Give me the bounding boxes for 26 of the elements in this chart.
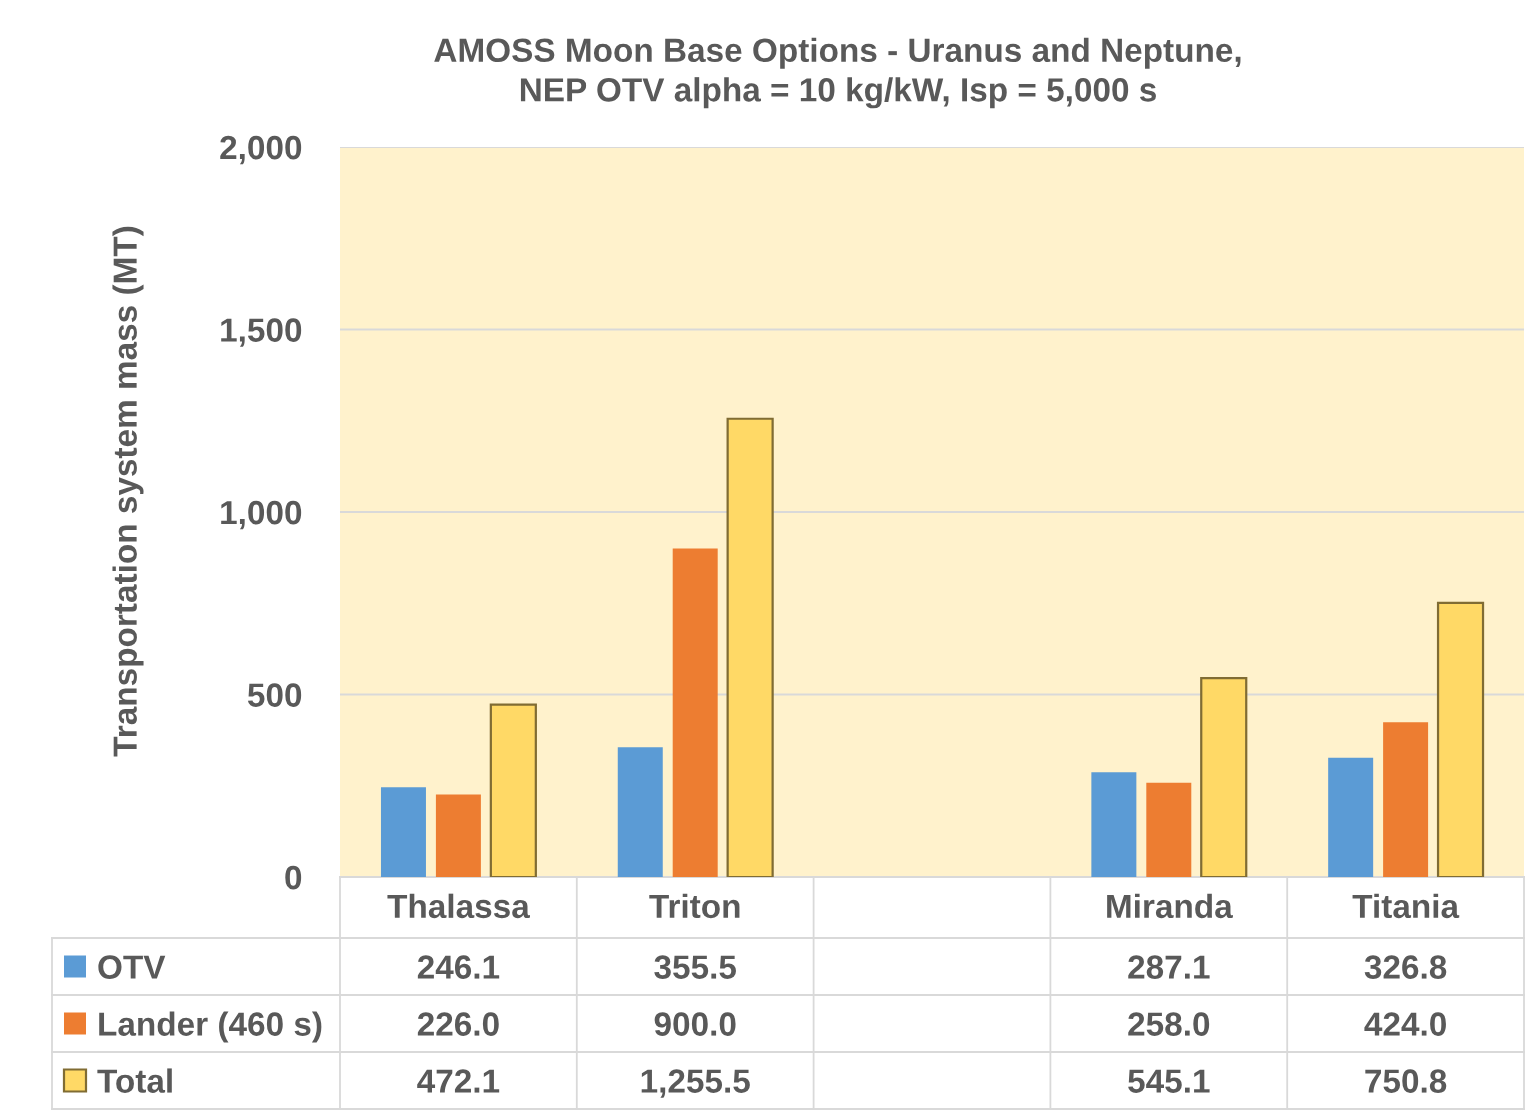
data-label: 900.0 — [654, 1012, 736, 1036]
data-label: 246.1 — [417, 955, 500, 979]
data-label: 545.1 — [1128, 1069, 1210, 1093]
legend-label: Lander (460 s) — [99, 1011, 322, 1043]
data-label: 424.0 — [1364, 1012, 1446, 1036]
data-label: 1,255.5 — [641, 1069, 750, 1098]
y-tick-label: 1,000 — [221, 500, 302, 530]
data-label: 287.1 — [1128, 955, 1210, 979]
x-tick-label: Thalassa — [387, 893, 530, 919]
data-label: 258.0 — [1128, 1012, 1210, 1036]
x-tick-label: Triton — [649, 893, 740, 919]
data-label: 472.1 — [417, 1069, 500, 1093]
chart-title: AMOSS Moon Base Options - Uranus and Neptune, NEP OTV alpha = 10 kg/kW, Isp = 5,000 s — [434, 37, 1241, 109]
y-tick-label: 2,000 — [220, 135, 302, 165]
x-tick-label: Titania — [1352, 893, 1460, 919]
data-label: 226.0 — [417, 1012, 499, 1036]
data-label: 355.5 — [654, 955, 736, 979]
data-label: 750.8 — [1365, 1069, 1447, 1093]
y-tick-label: 1,500 — [221, 318, 302, 347]
legend-label: OTV — [98, 955, 166, 979]
y-tick-label: 500 — [247, 683, 302, 707]
data-label: 326.8 — [1364, 955, 1447, 979]
legend-label: Total — [97, 1068, 172, 1093]
y-tick-label: 0 — [285, 865, 302, 890]
y-axis-title: Transportation system mass (MT) — [112, 226, 144, 757]
x-tick-label: Miranda — [1107, 893, 1233, 919]
